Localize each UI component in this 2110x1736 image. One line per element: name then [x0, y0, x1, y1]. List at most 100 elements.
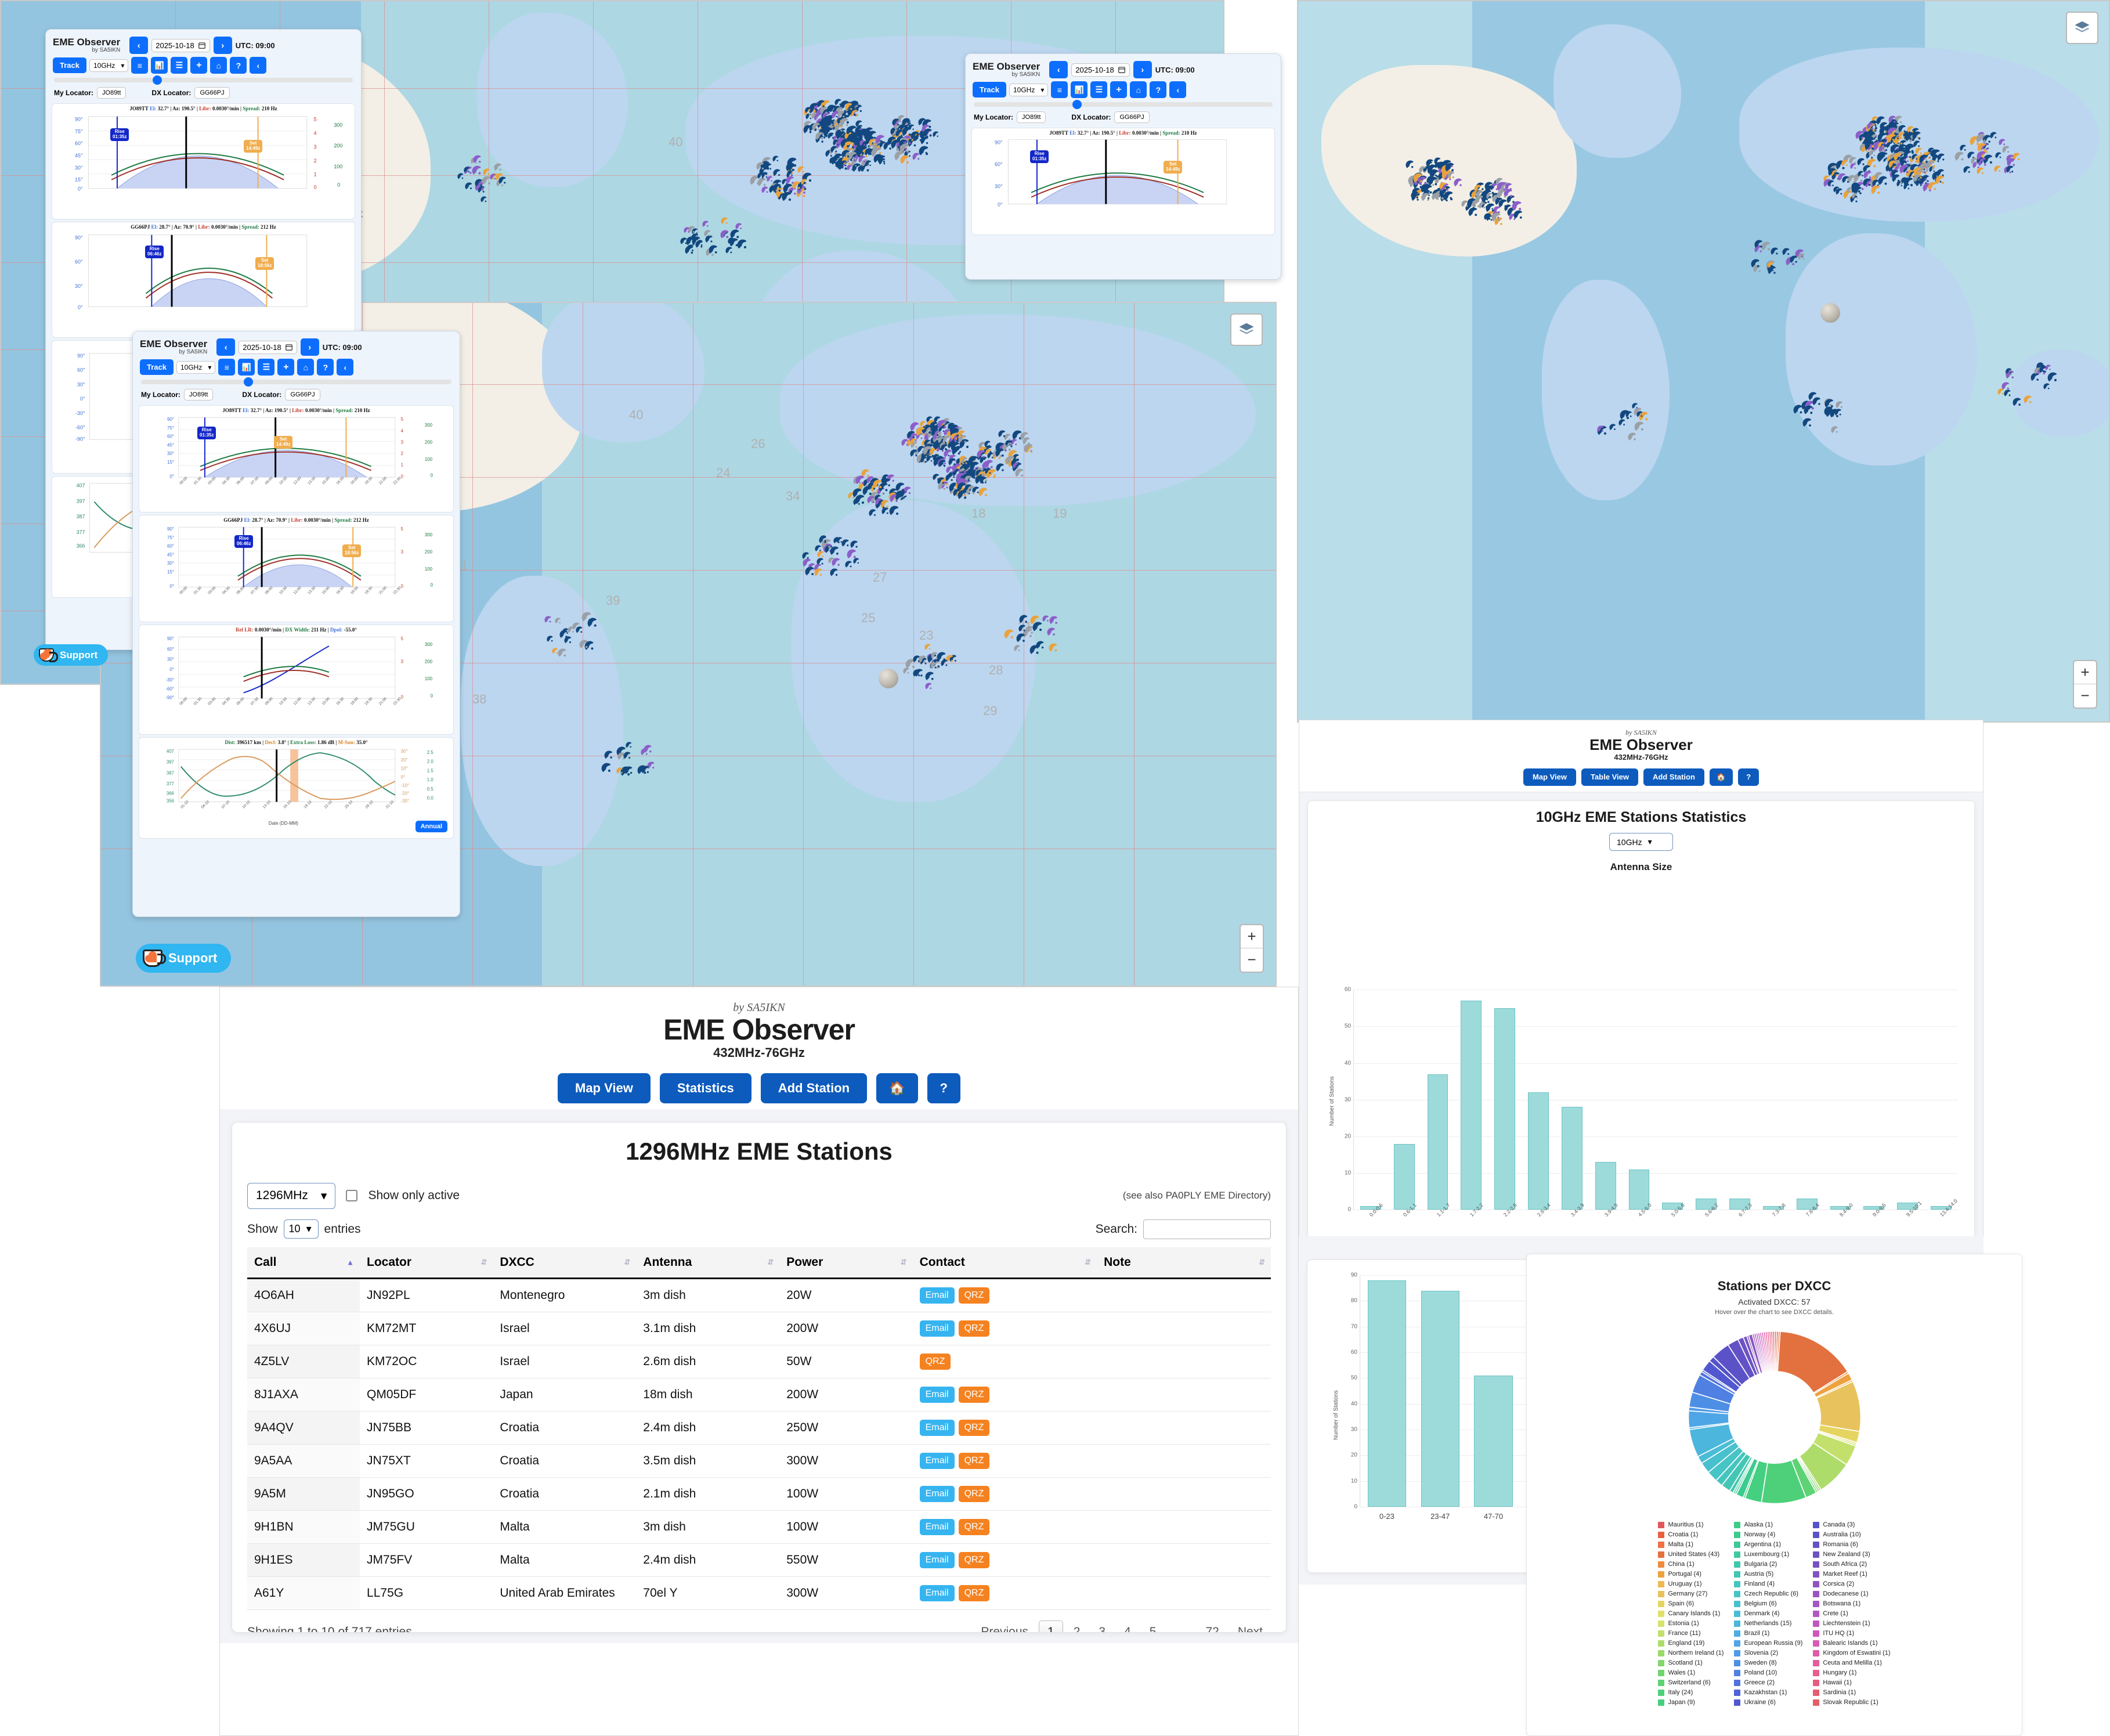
legend-item[interactable]: Austria (5)	[1734, 1571, 1802, 1578]
station-marker[interactable]	[875, 498, 883, 506]
date-input[interactable]: 2025-10-18	[151, 39, 210, 52]
station-marker[interactable]	[873, 479, 884, 490]
track-button[interactable]: Track	[973, 82, 1006, 98]
station-marker[interactable]	[1609, 424, 1617, 431]
station-marker[interactable]	[948, 442, 956, 450]
station-marker[interactable]	[579, 640, 590, 650]
legend-item[interactable]: Estonia (1)	[1658, 1620, 1724, 1627]
map-view-button[interactable]: Map View	[1523, 768, 1576, 786]
station-marker[interactable]	[1994, 165, 2002, 174]
station-marker[interactable]	[882, 478, 892, 488]
prev-day-button[interactable]: ‹	[216, 338, 235, 356]
eme-observer-panel-mid[interactable]: EME Observer by SA5IKN ‹ 2025-10-18 › UT…	[965, 53, 1281, 280]
legend-item[interactable]: Canary Islands (1)	[1658, 1610, 1724, 1617]
bar[interactable]	[1474, 1376, 1512, 1507]
station-marker[interactable]	[1454, 178, 1464, 188]
station-marker[interactable]	[1976, 133, 1987, 145]
legend-item[interactable]: New Zealand (3)	[1813, 1551, 1890, 1558]
map-zoom-control-center[interactable]: + −	[1240, 924, 1264, 973]
qrz-button[interactable]: QRZ	[959, 1420, 990, 1436]
legend-item[interactable]: Botswana (1)	[1813, 1600, 1890, 1607]
legend-item[interactable]: Alaska (1)	[1734, 1521, 1802, 1528]
station-marker[interactable]	[931, 428, 940, 438]
legend-item[interactable]: United States (43)	[1658, 1551, 1724, 1558]
station-marker[interactable]	[1937, 153, 1946, 162]
page-5[interactable]: 5	[1141, 1621, 1165, 1633]
station-marker[interactable]	[1751, 259, 1761, 269]
filter-icon-button[interactable]: ≡	[218, 359, 235, 376]
station-marker[interactable]	[2024, 395, 2033, 405]
station-marker[interactable]	[1497, 182, 1508, 193]
station-marker[interactable]	[1828, 168, 1838, 178]
station-marker[interactable]	[903, 667, 911, 675]
station-marker[interactable]	[1445, 163, 1456, 174]
next-day-button[interactable]: ›	[301, 338, 319, 356]
moon-elevation-chart-2[interactable]: GG66PJ El: 28.7° | Az: 70.9° | Libr: 0.0…	[52, 222, 355, 338]
layers-control-center[interactable]	[1230, 313, 1263, 346]
table-row[interactable]: 9H1BN JM75GU Malta 3m dish 100W Email QRZ	[247, 1510, 1271, 1543]
station-marker[interactable]	[494, 163, 503, 172]
next-day-button[interactable]: ›	[214, 37, 232, 54]
station-marker[interactable]	[547, 636, 554, 643]
legend-item[interactable]: Scotland (1)	[1658, 1659, 1724, 1666]
station-marker[interactable]	[564, 636, 573, 645]
page-2[interactable]: 2	[1065, 1621, 1089, 1633]
station-marker[interactable]	[817, 100, 826, 109]
station-marker[interactable]	[833, 537, 841, 544]
station-marker[interactable]	[480, 196, 487, 203]
station-marker[interactable]	[1032, 622, 1044, 633]
station-marker[interactable]	[1863, 171, 1873, 181]
legend-item[interactable]: Portugal (4)	[1658, 1571, 1724, 1578]
moon-elevation-chart-1[interactable]: JO89TT El: 32.7° | Az: 190.5° | Libr: 0.…	[971, 128, 1275, 235]
station-marker[interactable]	[786, 163, 796, 173]
legend-item[interactable]: Belgium (6)	[1734, 1600, 1802, 1607]
station-marker[interactable]	[1486, 192, 1493, 199]
station-marker[interactable]	[869, 139, 877, 147]
station-marker[interactable]	[769, 185, 778, 194]
legend-item[interactable]: Japan (9)	[1658, 1699, 1724, 1706]
slider-knob[interactable]	[244, 377, 253, 387]
station-marker[interactable]	[1907, 126, 1915, 134]
station-marker[interactable]	[696, 239, 704, 247]
station-marker[interactable]	[850, 540, 859, 550]
station-marker[interactable]	[977, 450, 987, 460]
station-marker[interactable]	[900, 155, 911, 165]
station-marker[interactable]	[1963, 166, 1972, 175]
track-button[interactable]: Track	[140, 359, 174, 375]
legend-item[interactable]: Ukraine (6)	[1734, 1699, 1802, 1706]
station-marker[interactable]	[1597, 425, 1605, 433]
bar-chart-icon-button[interactable]: 📊	[1071, 81, 1087, 98]
station-marker[interactable]	[1439, 182, 1448, 191]
station-marker[interactable]	[819, 535, 828, 543]
station-marker[interactable]	[855, 127, 863, 135]
station-marker[interactable]	[1036, 641, 1045, 650]
station-marker[interactable]	[1024, 443, 1035, 454]
legend-item[interactable]: Czech Republic (6)	[1734, 1590, 1802, 1597]
zoom-out-button[interactable]: −	[2074, 684, 2096, 708]
station-marker[interactable]	[853, 498, 862, 507]
station-marker[interactable]	[1827, 180, 1835, 187]
station-marker[interactable]	[832, 558, 841, 568]
page-4[interactable]: 4	[1116, 1621, 1139, 1633]
layers-control[interactable]	[2066, 12, 2098, 44]
slider-knob[interactable]	[153, 75, 162, 85]
qrz-button[interactable]: QRZ	[959, 1320, 990, 1337]
legend-item[interactable]: Brazil (1)	[1734, 1630, 1802, 1637]
station-marker[interactable]	[803, 125, 814, 135]
station-marker[interactable]	[616, 767, 624, 775]
station-marker[interactable]	[840, 139, 851, 149]
station-marker[interactable]	[841, 150, 851, 159]
station-marker[interactable]	[1995, 152, 2003, 160]
bar[interactable]	[1428, 1074, 1448, 1210]
station-marker[interactable]	[1049, 616, 1059, 626]
station-marker[interactable]	[1842, 176, 1851, 185]
station-marker[interactable]	[911, 131, 920, 141]
legend-item[interactable]: Malta (1)	[1658, 1541, 1724, 1548]
station-marker[interactable]	[1936, 169, 1946, 178]
collapse-icon-button[interactable]: ‹	[337, 359, 353, 376]
legend-item[interactable]: Croatia (1)	[1658, 1531, 1724, 1538]
station-marker[interactable]	[975, 470, 983, 477]
legend-item[interactable]: Switzerland (6)	[1658, 1679, 1724, 1686]
station-marker[interactable]	[1913, 167, 1923, 176]
eme-observer-panel-center[interactable]: EME Observer by SA5IKN ‹ 2025-10-18 › UT…	[132, 331, 460, 917]
